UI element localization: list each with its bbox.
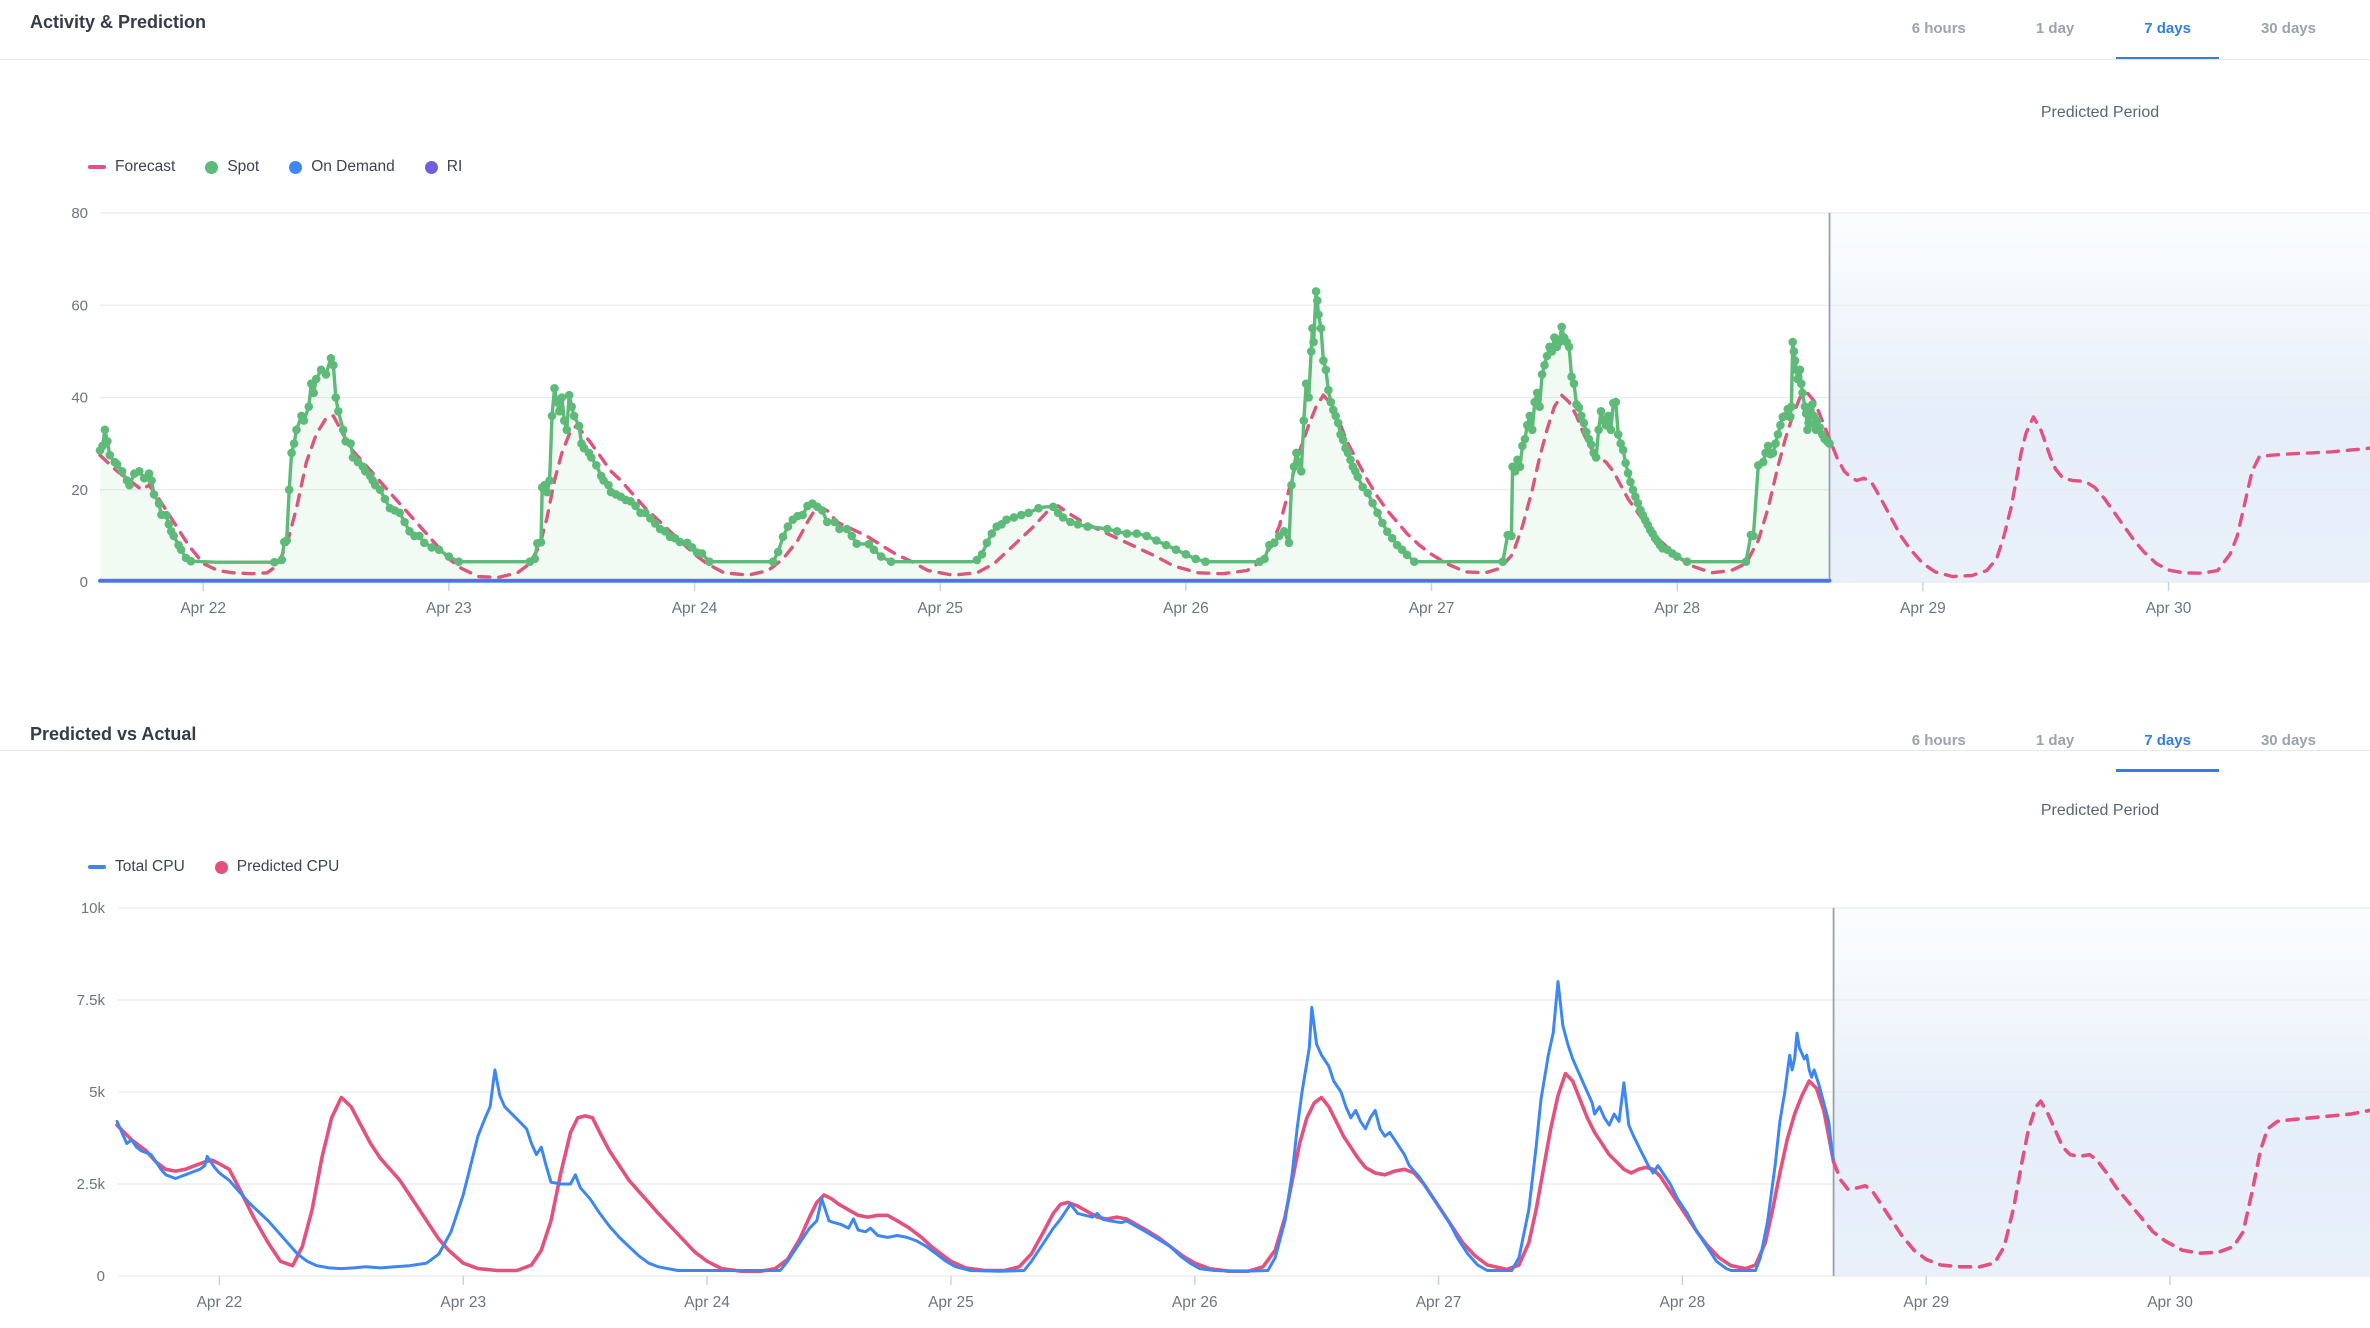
forecast-dash-icon bbox=[88, 164, 106, 170]
x-axis-tick-label: Apr 26 bbox=[1172, 1294, 1218, 1311]
time-range-tabs: 6 hours 1 day 7 days 30 days bbox=[1884, 0, 2344, 60]
x-axis-tick-label: Apr 28 bbox=[1654, 600, 1700, 617]
tab-7-days[interactable]: 7 days bbox=[2116, 712, 2219, 772]
y-axis-tick-label: 60 bbox=[71, 297, 88, 314]
tab-30-days[interactable]: 30 days bbox=[2260, 20, 2316, 37]
y-axis-tick-label: 80 bbox=[71, 205, 88, 222]
tab-6-hours[interactable]: 6 hours bbox=[1911, 732, 1966, 749]
x-axis-tick-label: Apr 24 bbox=[684, 1294, 730, 1311]
time-range-tabs: 6 hours 1 day 7 days 30 days bbox=[1884, 712, 2344, 772]
x-axis-tick-label: Apr 30 bbox=[2147, 1294, 2193, 1311]
legend-label: On Demand bbox=[311, 158, 395, 175]
spot-dot-icon bbox=[205, 160, 219, 174]
legend-label: Forecast bbox=[115, 158, 176, 175]
tab-1-day[interactable]: 1 day bbox=[2035, 732, 2075, 749]
tab-6-hours[interactable]: 6 hours bbox=[1911, 20, 1966, 37]
x-axis-tick-label: Apr 27 bbox=[1416, 1294, 1462, 1311]
y-axis-tick-label: 20 bbox=[71, 482, 88, 499]
legend-label: Total CPU bbox=[115, 858, 185, 875]
y-axis-tick-label: 0 bbox=[80, 574, 88, 591]
series-predicted-cpu-actual-window- bbox=[115, 1071, 1836, 1273]
x-axis-tick-label: Apr 26 bbox=[1163, 600, 1209, 617]
ri-dot-icon bbox=[424, 160, 438, 174]
chart-legend: Total CPU Predicted CPU bbox=[88, 858, 339, 876]
x-axis-tick-label: Apr 29 bbox=[1900, 600, 1946, 617]
x-axis-tick-label: Apr 25 bbox=[928, 1294, 974, 1311]
legend-item-on-demand[interactable]: On Demand bbox=[289, 158, 395, 176]
total-cpu-dash-icon bbox=[88, 864, 106, 870]
y-axis-tick-label: 5k bbox=[89, 1084, 105, 1101]
legend-item-predicted-cpu[interactable]: Predicted CPU bbox=[214, 858, 340, 876]
y-axis-tick-label: 40 bbox=[71, 390, 88, 407]
y-axis-tick-label: 10k bbox=[81, 900, 106, 917]
tab-1-day[interactable]: 1 day bbox=[2035, 20, 2075, 37]
legend-item-total-cpu[interactable]: Total CPU bbox=[88, 858, 185, 876]
legend-label: RI bbox=[446, 158, 463, 175]
x-axis-tick-label: Apr 27 bbox=[1409, 600, 1455, 617]
x-axis-tick-label: Apr 29 bbox=[1903, 1294, 1949, 1311]
x-axis-tick-label: Apr 23 bbox=[440, 1294, 486, 1311]
legend-label: Spot bbox=[227, 158, 260, 175]
y-axis-tick-label: 2.5k bbox=[77, 1176, 106, 1193]
x-axis-tick-label: Apr 30 bbox=[2146, 600, 2192, 617]
predicted-cpu-dot-icon bbox=[214, 860, 228, 874]
x-axis-tick-label: Apr 24 bbox=[672, 600, 718, 617]
x-axis-tick-label: Apr 25 bbox=[917, 600, 963, 617]
predicted-period-label: Predicted Period bbox=[2040, 104, 2160, 121]
chart-legend: Forecast Spot On Demand RI bbox=[88, 158, 462, 176]
y-axis-tick-label: 0 bbox=[97, 1268, 105, 1285]
tab-7-days[interactable]: 7 days bbox=[2116, 0, 2219, 60]
predicted-vs-actual-panel: Predicted vs Actual 6 hours 1 day 7 days… bbox=[0, 660, 2370, 1328]
x-axis-tick-label: Apr 22 bbox=[197, 1294, 243, 1311]
predicted-vs-actual-chart[interactable]: 10k 7.5k 5k 2.5k 0 Apr 22 Apr 23 Apr 24 Apr 25 Ap… bbox=[0, 660, 2370, 1328]
series-total-cpu bbox=[115, 980, 1836, 1273]
x-axis-tick-label: Apr 23 bbox=[426, 600, 472, 617]
tab-30-days[interactable]: 30 days bbox=[2260, 732, 2316, 749]
legend-item-spot[interactable]: Spot bbox=[205, 158, 259, 176]
y-axis-tick-label: 7.5k bbox=[77, 992, 106, 1009]
legend-item-ri[interactable]: RI bbox=[424, 158, 463, 176]
page-title: Predicted vs Actual bbox=[30, 724, 197, 744]
page-title: Activity & Prediction bbox=[30, 12, 207, 32]
legend-label: Predicted CPU bbox=[236, 858, 340, 875]
on-demand-dot-icon bbox=[289, 160, 303, 174]
x-axis-tick-label: Apr 28 bbox=[1660, 1294, 1706, 1311]
activity-prediction-panel: Activity & Prediction 6 hours 1 day 7 da… bbox=[0, 0, 2370, 660]
legend-item-forecast[interactable]: Forecast bbox=[88, 158, 175, 176]
predicted-period-label: Predicted Period bbox=[2040, 802, 2160, 819]
header-divider bbox=[0, 750, 2370, 751]
series-forecast bbox=[98, 391, 2370, 580]
x-axis-tick-label: Apr 22 bbox=[180, 600, 226, 617]
series-predicted-cpu-forecast-window- bbox=[1831, 1099, 2370, 1269]
header-divider bbox=[0, 59, 2370, 60]
